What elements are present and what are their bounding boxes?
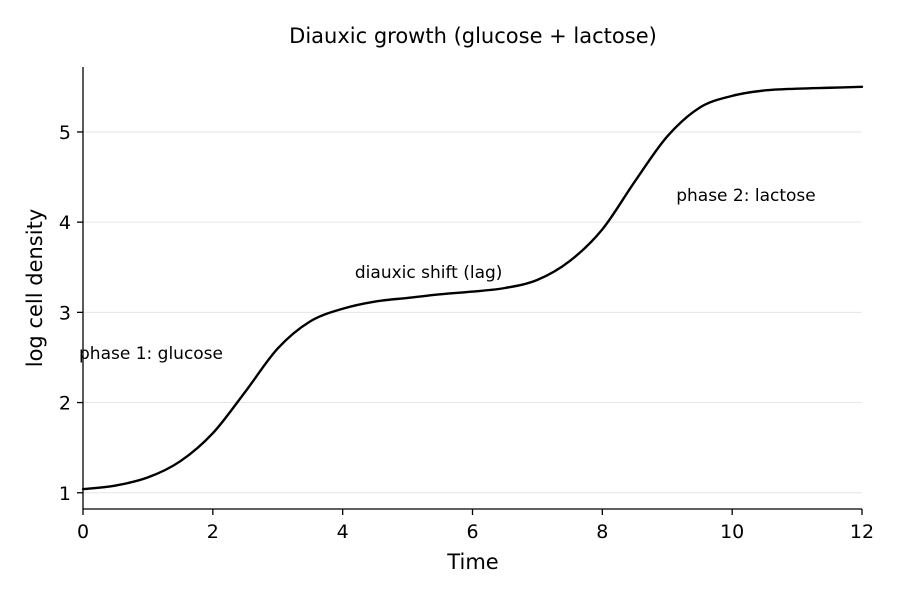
- annotation-0: phase 1: glucose: [79, 344, 223, 364]
- y-tick-label-0: 1: [59, 483, 71, 505]
- y-tick-label-3: 4: [59, 212, 71, 234]
- y-tick-label-2: 3: [59, 302, 71, 324]
- x-tick-label-1: 2: [207, 521, 219, 543]
- annotation-2: phase 2: lactose: [676, 186, 816, 206]
- x-tick-label-6: 12: [850, 521, 874, 543]
- x-tick-label-4: 8: [596, 521, 608, 543]
- x-tick-label-0: 0: [77, 521, 89, 543]
- grid-lines: [83, 131, 862, 494]
- x-tick-label-3: 6: [466, 521, 478, 543]
- y-tick-label-4: 5: [59, 122, 71, 144]
- y-axis-label: log cell density: [23, 209, 47, 368]
- series-line: [81, 85, 864, 491]
- y-tick-label-1: 2: [59, 393, 71, 415]
- chart-title: Diauxic growth (glucose + lactose): [289, 24, 657, 48]
- x-tick-label-5: 10: [720, 521, 744, 543]
- annotations: phase 1: glucose diauxic shift (lag) phase…: [79, 186, 816, 364]
- x-axis-label: Time: [446, 550, 498, 574]
- x-tick-label-2: 4: [337, 521, 349, 543]
- annotation-1: diauxic shift (lag): [355, 263, 503, 283]
